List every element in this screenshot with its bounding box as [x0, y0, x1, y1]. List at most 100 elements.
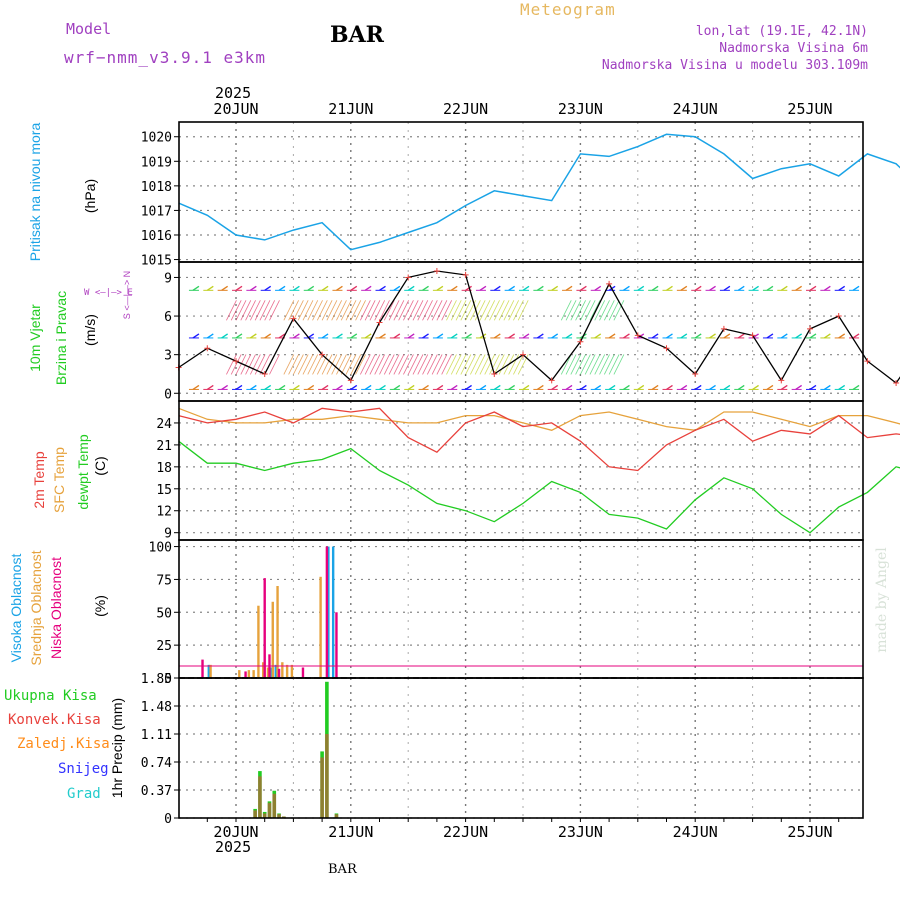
wind-arrow	[206, 285, 214, 291]
wind-hatch	[331, 354, 343, 375]
cloud-bar	[201, 659, 204, 678]
wind-arrow	[737, 285, 745, 291]
wind-arrow	[680, 384, 688, 390]
wind-hatch	[302, 300, 314, 321]
y-tick-label: 9	[164, 527, 172, 542]
wind-speed-line	[178, 270, 900, 384]
wind-arrow	[536, 333, 544, 339]
wind-hatch	[570, 354, 582, 375]
wind-arrow	[594, 285, 602, 291]
date-label-top: 20JUN	[213, 100, 258, 118]
wind-arrow	[838, 333, 846, 339]
precip-bar	[272, 793, 277, 818]
y-tick-label: 1016	[141, 229, 172, 244]
wind-hatch	[321, 300, 333, 321]
wind-arrow	[536, 384, 544, 390]
cloud-bar	[290, 664, 294, 678]
y-tick-label: 21	[156, 439, 172, 454]
wind-speed-marker	[405, 274, 412, 281]
wind-hatch	[417, 354, 429, 375]
cloud-bar	[277, 668, 281, 678]
wind-speed-marker	[376, 319, 383, 326]
wind-hatch	[484, 354, 496, 375]
wind-arrow	[623, 333, 630, 339]
wind-arrow	[379, 333, 386, 339]
wind-arrow	[407, 384, 415, 390]
wind-hatch	[580, 354, 591, 375]
wind-arrow	[809, 384, 817, 390]
cloud-bar	[285, 664, 289, 678]
date-label-top: 23JUN	[558, 100, 603, 118]
wind-hatch	[493, 354, 505, 375]
wind-speed-marker	[233, 358, 239, 365]
y-tick-label: 1020	[141, 131, 172, 146]
wind-hatch	[599, 300, 610, 321]
wind-arrow	[221, 285, 229, 291]
wind-hatch	[493, 300, 505, 321]
wind-hatch	[364, 354, 376, 375]
wind-speed-marker	[749, 332, 756, 339]
year-label-bottom: 2025	[215, 838, 252, 856]
precip-bar	[267, 802, 272, 818]
wind-hatch	[364, 300, 376, 321]
wind-arrow	[809, 333, 817, 339]
wind-arrow	[852, 333, 860, 339]
wind-arrow	[264, 333, 272, 339]
wind-hatch	[269, 300, 280, 321]
wind-hatch	[283, 354, 295, 375]
y-tick-label: 12	[156, 505, 172, 520]
wind-arrow	[565, 333, 573, 339]
wind-hatch	[254, 300, 266, 321]
wind-arrow	[278, 333, 286, 339]
wind-hatch	[446, 354, 457, 375]
y-tick-label: 75	[156, 573, 172, 588]
y-tick-label: 1019	[141, 155, 172, 170]
wind-arrow	[307, 285, 315, 291]
wind-hatch	[398, 354, 409, 375]
wind-hatch	[580, 300, 591, 321]
cloud-bar	[262, 662, 265, 678]
wind-hatch	[470, 354, 481, 375]
cloud-bar	[244, 671, 247, 678]
wind-hatch	[489, 300, 500, 321]
wind-arrow	[493, 285, 501, 291]
date-label-top: 24JUN	[673, 100, 718, 118]
wind-hatch	[336, 300, 347, 321]
wind-arrow	[407, 285, 415, 291]
precip-bar	[325, 734, 329, 818]
wind-hatch	[431, 300, 443, 321]
wind-hatch	[307, 354, 319, 375]
wind-arrow	[709, 384, 716, 390]
wind-hatch	[460, 354, 472, 375]
wind-speed-marker	[204, 345, 211, 352]
wind-hatch	[484, 300, 496, 321]
cloud-bar	[274, 664, 277, 678]
wind-arrow	[508, 384, 516, 390]
wind-hatch	[613, 300, 625, 321]
wind-speed-marker	[290, 315, 297, 322]
date-label-bottom: 21JUN	[328, 823, 373, 841]
wind-speed-marker	[319, 351, 326, 358]
wind-arrow	[422, 384, 429, 390]
wind-hatch	[240, 300, 252, 321]
wind-hatch	[426, 300, 438, 321]
wind-speed-marker	[520, 351, 526, 358]
wind-arrow	[666, 333, 673, 339]
wind-arrow	[637, 333, 645, 339]
wind-hatch	[513, 300, 524, 321]
wind-hatch	[613, 354, 625, 375]
wind-arrow	[436, 333, 444, 339]
wind-hatch	[431, 354, 443, 375]
wind-arrow	[522, 333, 530, 339]
dewpt-line	[178, 440, 900, 534]
wind-hatch	[589, 300, 601, 321]
wind-arrow	[680, 285, 688, 291]
compass-ew: W <—|—> E	[84, 288, 133, 298]
cloud-bar	[276, 586, 279, 678]
wind-hatch	[240, 354, 252, 375]
wind-hatch	[570, 300, 582, 321]
wind-speed-marker	[864, 358, 871, 365]
cloud-bar	[266, 667, 270, 678]
wind-hatch	[326, 300, 338, 321]
wind-hatch	[288, 354, 299, 375]
